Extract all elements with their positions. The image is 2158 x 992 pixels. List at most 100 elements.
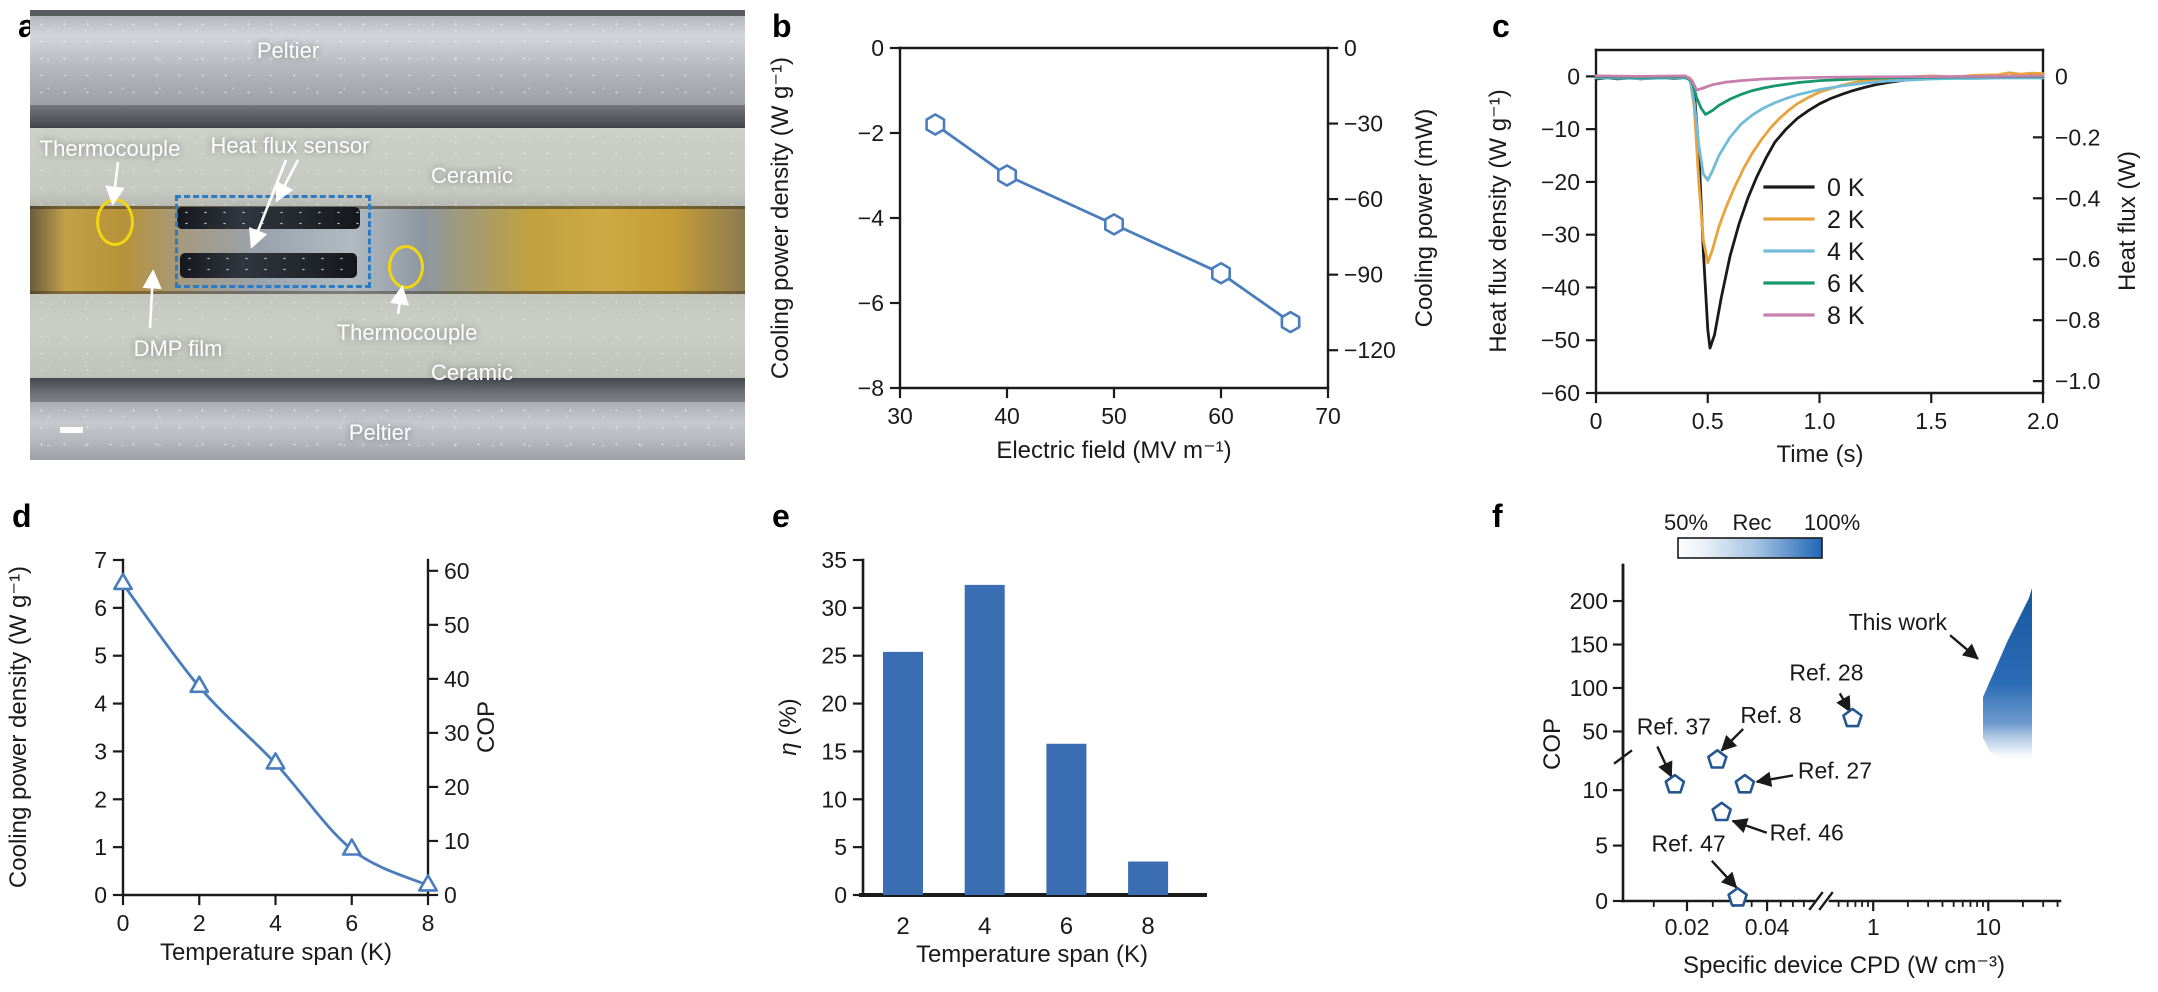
svg-text:−8: −8 bbox=[858, 375, 884, 401]
svg-text:100: 100 bbox=[1570, 675, 1608, 701]
svg-text:35: 35 bbox=[821, 547, 847, 573]
svg-text:0: 0 bbox=[1595, 888, 1608, 914]
svg-text:0: 0 bbox=[94, 882, 107, 908]
texture bbox=[30, 16, 745, 105]
svg-text:0: 0 bbox=[117, 910, 130, 936]
annotation-arrows bbox=[105, 159, 410, 329]
svg-text:−40: −40 bbox=[1541, 274, 1580, 300]
svg-text:10: 10 bbox=[1975, 914, 2001, 940]
svg-text:40: 40 bbox=[994, 403, 1020, 429]
texture bbox=[30, 128, 745, 206]
svg-text:Ref. 46: Ref. 46 bbox=[1770, 819, 1844, 845]
svg-text:Temperature span (K): Temperature span (K) bbox=[160, 939, 392, 966]
svg-text:−50: −50 bbox=[1541, 327, 1580, 353]
arrow-thermocouple-right bbox=[389, 285, 410, 315]
svg-text:60: 60 bbox=[444, 558, 470, 584]
svg-text:1: 1 bbox=[1867, 914, 1880, 940]
ceramic-plate-bottom bbox=[30, 294, 745, 378]
svg-text:−4: −4 bbox=[858, 205, 884, 231]
svg-text:10: 10 bbox=[444, 828, 470, 854]
svg-text:0: 0 bbox=[2055, 63, 2068, 89]
svg-text:Cooling power density (W g⁻¹): Cooling power density (W g⁻¹) bbox=[5, 566, 32, 888]
chart-cooling-power-vs-field: 30 40 50 60 70 0 −2 −4 −6 −8 0 −30 −60 −90 −120 Electri… bbox=[767, 35, 1438, 464]
svg-text:Rec: Rec bbox=[1732, 510, 1771, 535]
svg-text:5: 5 bbox=[1595, 833, 1608, 859]
heat-flux-sensor-top bbox=[177, 207, 360, 229]
svg-text:10: 10 bbox=[821, 786, 847, 812]
panel-label-e: e bbox=[772, 498, 790, 534]
svg-text:1.5: 1.5 bbox=[1915, 408, 1947, 434]
svg-text:Electric field (MV m⁻¹): Electric field (MV m⁻¹) bbox=[996, 437, 1231, 464]
svg-text:4: 4 bbox=[94, 691, 107, 717]
heat-flux-sensor-bottom bbox=[180, 253, 357, 278]
svg-text:5: 5 bbox=[94, 643, 107, 669]
svg-text:6: 6 bbox=[1060, 913, 1073, 940]
svg-text:20: 20 bbox=[444, 774, 470, 800]
svg-text:6: 6 bbox=[94, 595, 107, 621]
svg-text:5: 5 bbox=[834, 834, 847, 860]
svg-text:−0.4: −0.4 bbox=[2055, 185, 2101, 211]
svg-text:−120: −120 bbox=[1344, 337, 1396, 363]
label-heat-flux-sensor: Heat flux sensor bbox=[210, 133, 370, 158]
svg-text:6 K: 6 K bbox=[1827, 270, 1865, 298]
svg-text:150: 150 bbox=[1570, 632, 1608, 658]
sensor-roi-dashed-box bbox=[175, 195, 371, 288]
svg-text:0: 0 bbox=[1567, 63, 1580, 89]
svg-text:50: 50 bbox=[1101, 403, 1127, 429]
svg-text:2 K: 2 K bbox=[1827, 206, 1865, 234]
svg-text:−20: −20 bbox=[1541, 169, 1580, 195]
label-ceramic-top: Ceramic bbox=[431, 163, 513, 188]
svg-text:200: 200 bbox=[1570, 588, 1608, 614]
svg-text:2: 2 bbox=[193, 910, 206, 936]
svg-text:Heat flux (W): Heat flux (W) bbox=[2114, 151, 2141, 291]
panel-label-b: b bbox=[772, 8, 792, 44]
svg-text:0.04: 0.04 bbox=[1745, 914, 1790, 940]
svg-text:4: 4 bbox=[978, 913, 991, 940]
svg-text:8: 8 bbox=[422, 910, 435, 936]
svg-text:20: 20 bbox=[821, 691, 847, 717]
gap-top bbox=[30, 105, 745, 128]
svg-text:1.0: 1.0 bbox=[1804, 408, 1836, 434]
svg-text:Time (s): Time (s) bbox=[1776, 441, 1863, 468]
svg-text:−30: −30 bbox=[1541, 222, 1580, 248]
label-ceramic-bottom: Ceramic bbox=[431, 360, 513, 385]
texture bbox=[30, 294, 745, 378]
svg-text:30: 30 bbox=[887, 403, 913, 429]
svg-text:6: 6 bbox=[345, 910, 358, 936]
scale-bar bbox=[60, 427, 83, 433]
svg-text:Ref. 27: Ref. 27 bbox=[1798, 758, 1872, 784]
svg-text:−1.0: −1.0 bbox=[2055, 368, 2100, 394]
device-photo: Peltier Thermocouple Heat flux sensor Ce… bbox=[30, 10, 745, 460]
svg-text:50: 50 bbox=[444, 612, 470, 638]
arrow-thermocouple-left bbox=[105, 161, 125, 206]
svg-text:−60: −60 bbox=[1344, 186, 1383, 212]
svg-text:Cooling power density (W g⁻¹): Cooling power density (W g⁻¹) bbox=[767, 57, 794, 379]
svg-text:7: 7 bbox=[94, 547, 107, 573]
svg-text:70: 70 bbox=[1315, 403, 1341, 429]
svg-text:COP: COP bbox=[473, 701, 500, 753]
svg-text:0.5: 0.5 bbox=[1692, 408, 1724, 434]
svg-text:25: 25 bbox=[821, 643, 847, 669]
svg-text:0.02: 0.02 bbox=[1665, 914, 1710, 940]
svg-text:2.0: 2.0 bbox=[2027, 408, 2059, 434]
arrow-heat-flux-bottom bbox=[249, 159, 288, 249]
svg-text:50%: 50% bbox=[1664, 510, 1708, 535]
svg-text:100%: 100% bbox=[1804, 510, 1860, 535]
svg-text:0: 0 bbox=[1590, 408, 1603, 434]
svg-text:60: 60 bbox=[1208, 403, 1234, 429]
ceramic-plate-top bbox=[30, 128, 745, 206]
svg-text:30: 30 bbox=[444, 720, 470, 746]
arrow-heat-flux-top bbox=[275, 159, 300, 203]
svg-text:Specific device CPD (W cm⁻³): Specific device CPD (W cm⁻³) bbox=[1683, 952, 2005, 979]
svg-text:0: 0 bbox=[1344, 35, 1357, 61]
svg-text:COP: COP bbox=[1539, 718, 1566, 770]
svg-text:30: 30 bbox=[821, 595, 847, 621]
panel-label-d: d bbox=[12, 498, 32, 534]
svg-text:0: 0 bbox=[871, 35, 884, 61]
label-dmp-film: DMP film bbox=[133, 336, 223, 361]
peltier-plate-top bbox=[30, 16, 745, 105]
svg-text:2: 2 bbox=[94, 786, 107, 812]
